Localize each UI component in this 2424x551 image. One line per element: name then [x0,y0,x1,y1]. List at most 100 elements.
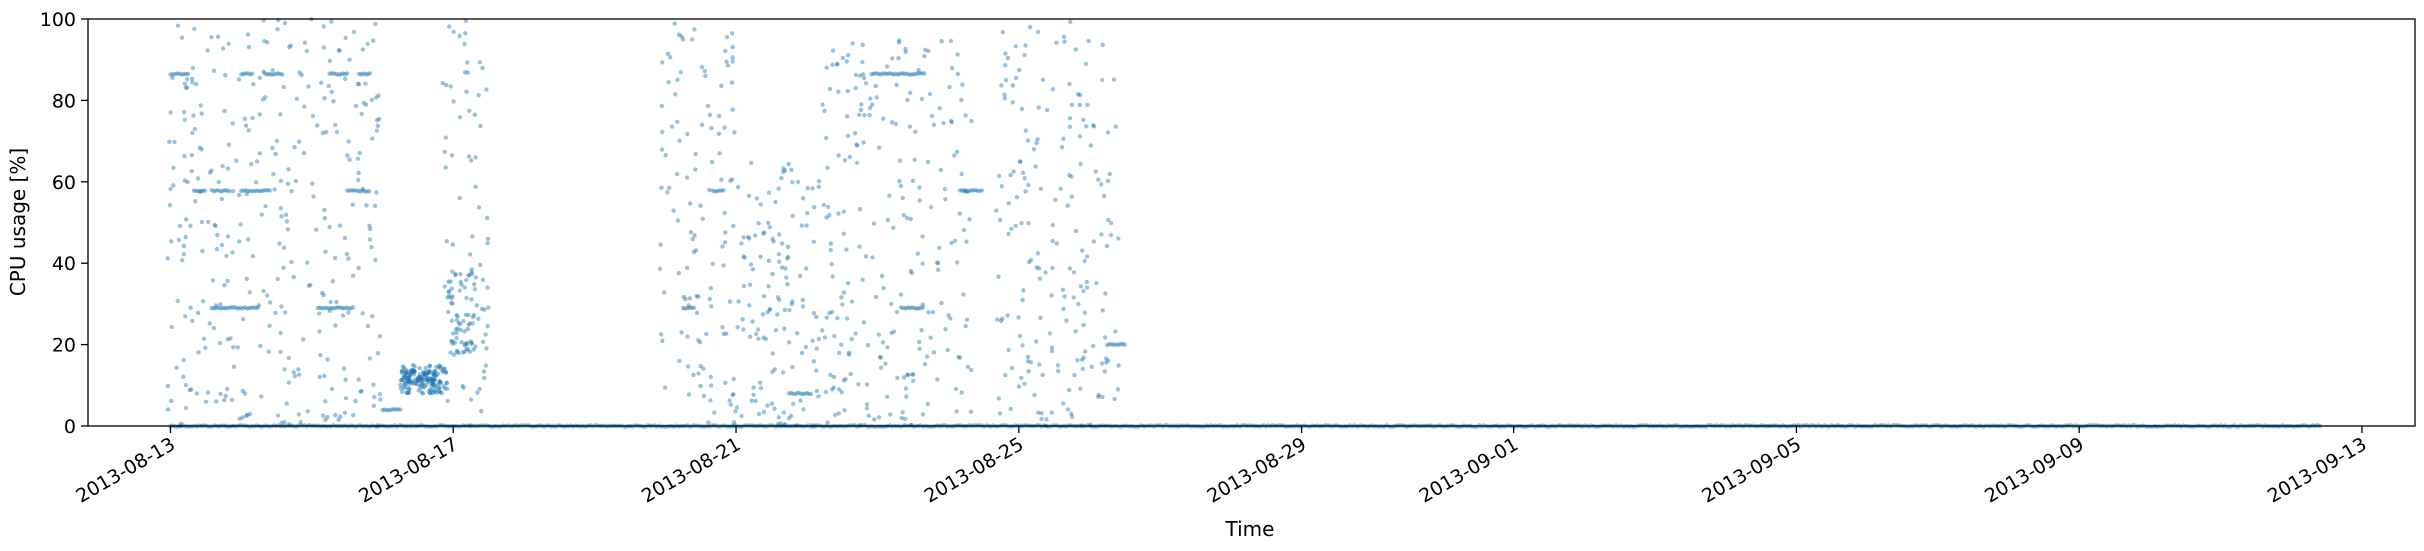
data-point [908,268,914,274]
data-point [1091,124,1097,129]
x-tick-label: 2013-09-13 [2264,433,2371,507]
data-point [1003,62,1008,68]
data-point [946,313,951,318]
data-point [401,383,407,388]
data-point [209,35,214,40]
data-point [468,339,473,344]
data-point [1021,288,1026,293]
data-point [1111,342,1117,347]
data-point [250,253,256,259]
data-point [969,367,974,373]
data-point [405,375,410,381]
data-point [1081,322,1086,328]
data-point [225,166,231,171]
data-point [454,330,459,335]
data-point [1035,137,1040,142]
data-point [281,265,286,270]
data-point [1049,349,1055,354]
data-point [685,175,690,180]
data-point [374,190,379,195]
data-point [864,406,870,411]
data-point [171,183,176,188]
data-point [811,311,817,316]
data-point [1065,407,1071,412]
data-point [165,383,171,389]
data-point [776,186,781,191]
data-point [803,344,809,350]
data-point [835,316,840,321]
data-point [754,196,760,201]
data-point [831,385,836,390]
data-point [954,409,959,414]
data-point [749,160,754,166]
data-point [308,282,313,288]
data-point [1020,297,1025,303]
data-point [245,412,250,418]
data-point [464,295,469,301]
data-point [880,340,886,345]
data-point [825,204,831,210]
data-point [483,363,489,368]
data-point [195,176,201,181]
data-point [1084,254,1090,259]
data-point [448,84,453,89]
data-point [200,299,206,304]
data-point [401,374,407,380]
data-point [412,369,417,374]
data-point [224,253,229,259]
data-point [423,377,428,382]
data-point [242,305,247,310]
data-point [1067,124,1073,129]
data-point [1034,339,1039,344]
data-point [926,48,931,54]
data-point [867,105,873,111]
data-point [699,64,705,70]
data-point [426,370,432,375]
data-point [317,311,322,316]
data-point [767,307,772,312]
data-point [243,123,249,128]
data-point [482,375,487,381]
data-point [845,281,851,286]
data-point [205,48,210,53]
data-point [824,215,829,220]
data-point [1112,396,1117,402]
data-point [403,381,409,386]
data-point [920,302,925,307]
data-point [476,93,481,98]
data-point [345,188,350,193]
data-point [898,305,904,310]
data-point [1067,387,1072,393]
data-point [429,376,435,381]
data-point [473,184,478,189]
data-point [1079,357,1085,362]
data-point [185,179,190,185]
data-point [201,336,207,341]
data-point [904,394,909,399]
data-point [329,89,334,95]
data-point [200,188,205,193]
data-point [224,306,230,311]
data-point [1039,416,1044,422]
data-point [273,71,278,77]
data-point [1113,342,1119,347]
data-point [282,20,288,26]
data-point [879,273,885,279]
data-point [816,184,821,189]
data-point [920,234,925,239]
data-point [772,406,777,411]
data-point [322,207,327,213]
data-point [429,379,435,385]
data-point [395,407,401,412]
data-point [182,178,188,183]
data-point [401,375,406,381]
data-point [836,89,841,94]
data-point [804,390,809,396]
data-point [871,71,876,76]
data-point [837,350,842,356]
data-point [659,185,664,190]
data-point [790,213,795,219]
data-point [411,368,416,373]
data-point [230,189,236,194]
data-point [363,102,369,107]
